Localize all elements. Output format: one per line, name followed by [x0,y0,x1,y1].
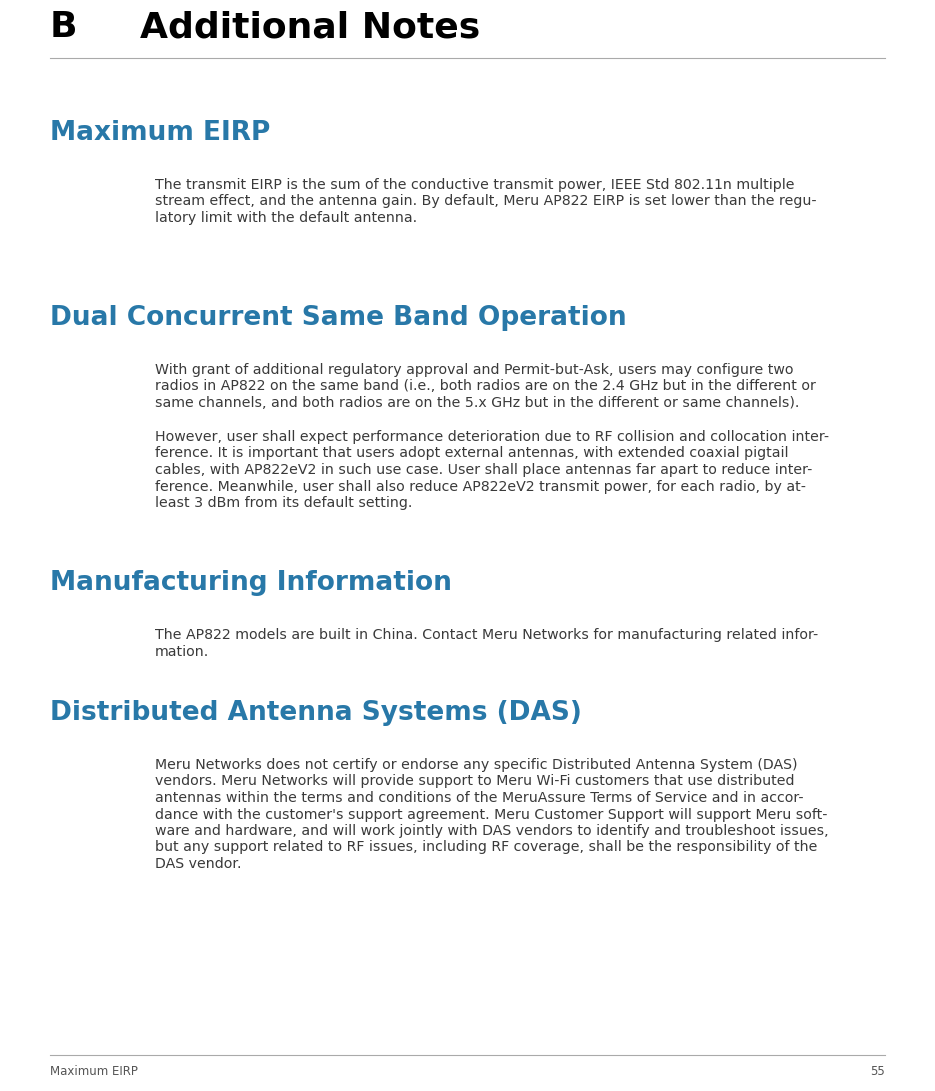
Text: antennas within the terms and conditions of the MeruAssure Terms of Service and : antennas within the terms and conditions… [155,791,803,805]
Text: DAS vendor.: DAS vendor. [155,858,241,871]
Text: radios in AP822 on the same band (i.e., both radios are on the 2.4 GHz but in th: radios in AP822 on the same band (i.e., … [155,380,816,394]
Text: latory limit with the default antenna.: latory limit with the default antenna. [155,211,417,225]
Text: mation.: mation. [155,645,209,659]
Text: least 3 dBm from its default setting.: least 3 dBm from its default setting. [155,496,412,509]
Text: vendors. Meru Networks will provide support to Meru Wi-Fi customers that use dis: vendors. Meru Networks will provide supp… [155,775,795,789]
Text: Maximum EIRP: Maximum EIRP [50,1065,137,1078]
Text: stream effect, and the antenna gain. By default, Meru AP822 EIRP is set lower th: stream effect, and the antenna gain. By … [155,194,816,208]
Text: With grant of additional regulatory approval and Permit-but-Ask, users may confi: With grant of additional regulatory appr… [155,363,794,377]
Text: ference. It is important that users adopt external antennas, with extended coaxi: ference. It is important that users adop… [155,446,788,460]
Text: However, user shall expect performance deterioration due to RF collision and col: However, user shall expect performance d… [155,430,829,444]
Text: cables, with AP822eV2 in such use case. User shall place antennas far apart to r: cables, with AP822eV2 in such use case. … [155,463,813,477]
Text: Distributed Antenna Systems (DAS): Distributed Antenna Systems (DAS) [50,700,582,726]
Text: but any support related to RF issues, including RF coverage, shall be the respon: but any support related to RF issues, in… [155,840,817,854]
Text: same channels, and both radios are on the 5.x GHz but in the different or same c: same channels, and both radios are on th… [155,396,799,410]
Text: Manufacturing Information: Manufacturing Information [50,570,452,596]
Text: dance with the customer's support agreement. Meru Customer Support will support : dance with the customer's support agreem… [155,807,827,822]
Text: Meru Networks does not certify or endorse any specific Distributed Antenna Syste: Meru Networks does not certify or endors… [155,758,798,772]
Text: B: B [50,10,78,44]
Text: The transmit EIRP is the sum of the conductive transmit power, IEEE Std 802.11n : The transmit EIRP is the sum of the cond… [155,178,795,192]
Text: The AP822 models are built in China. Contact Meru Networks for manufacturing rel: The AP822 models are built in China. Con… [155,628,818,642]
Text: ware and hardware, and will work jointly with DAS vendors to identify and troubl: ware and hardware, and will work jointly… [155,824,828,838]
Text: Maximum EIRP: Maximum EIRP [50,120,270,146]
Text: 55: 55 [870,1065,885,1078]
Text: ference. Meanwhile, user shall also reduce AP822eV2 transmit power, for each rad: ference. Meanwhile, user shall also redu… [155,480,806,493]
Text: Additional Notes: Additional Notes [140,10,481,44]
Text: Dual Concurrent Same Band Operation: Dual Concurrent Same Band Operation [50,305,626,331]
